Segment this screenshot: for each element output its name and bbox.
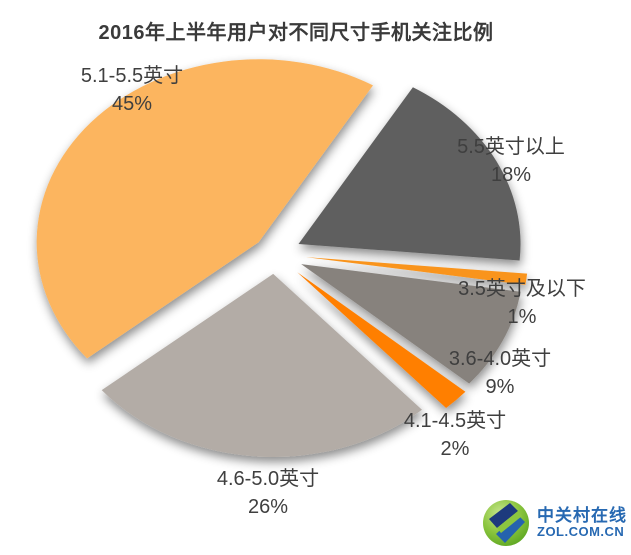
slice-label-value: 9% (485, 376, 515, 398)
slice-label-value: 18% (490, 164, 532, 186)
slice-label-value: 1% (507, 306, 537, 328)
pie-slice-4.6-5.0英寸 (101, 273, 422, 457)
slice-label-name: 5.5英寸以上 (457, 136, 565, 158)
slice-label-name: 4.6-5.0英寸 (216, 468, 320, 490)
watermark-site-url: ZOL.COM.CN (537, 524, 625, 540)
slice-label-name: 5.1-5.5英寸 (80, 65, 184, 87)
watermark-site-name: 中关村在线 (537, 506, 627, 526)
slice-label-value: 26% (247, 496, 289, 518)
pie-slice-4.1-4.5英寸 (297, 272, 466, 408)
pie-slice-5.1-5.5英寸 (36, 59, 373, 359)
watermark: 中关村在线 ZOL.COM.CN (482, 499, 627, 547)
slice-label-3.5英寸及以下: 3.5英寸及以下 1% (412, 275, 631, 331)
slice-label-value: 45% (111, 93, 153, 115)
watermark-text: 中关村在线 ZOL.COM.CN (537, 507, 627, 538)
slice-label-4.1-4.5英寸: 4.1-4.5英寸 2% (345, 407, 565, 463)
pie-slice-3.5英寸及以下 (306, 257, 528, 285)
slice-label-name: 3.5英寸及以下 (458, 278, 586, 300)
slice-label-5.1-5.5英寸: 5.1-5.5英寸 45% (22, 62, 242, 118)
pie-slice-3.6-4.0英寸 (301, 264, 521, 384)
zol-logo-icon (483, 500, 529, 546)
slice-label-3.6-4.0英寸: 3.6-4.0英寸 9% (390, 345, 610, 401)
pie-slice-5.5英寸以上 (298, 87, 521, 261)
slice-label-4.6-5.0英寸: 4.6-5.0英寸 26% (158, 465, 378, 521)
slice-label-name: 3.6-4.0英寸 (448, 348, 552, 370)
slice-label-5.5英寸以上: 5.5英寸以上 18% (401, 133, 621, 189)
chart-title: 2016年上半年用户对不同尺寸手机关注比例 (98, 22, 494, 44)
slice-label-value: 2% (440, 438, 470, 460)
slice-label-name: 4.1-4.5英寸 (403, 410, 507, 432)
